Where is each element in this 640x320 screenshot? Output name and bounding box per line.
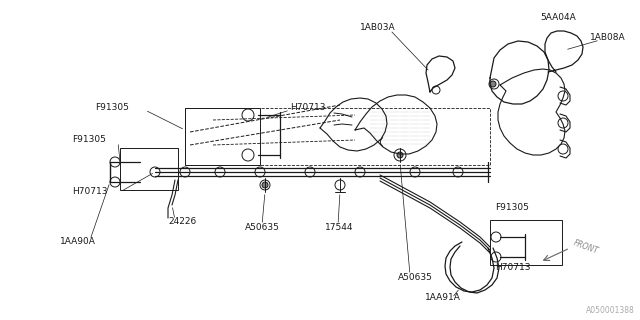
Circle shape xyxy=(489,79,499,89)
Text: 1AB03A: 1AB03A xyxy=(360,23,396,33)
Circle shape xyxy=(397,152,403,158)
Circle shape xyxy=(355,167,365,177)
Circle shape xyxy=(491,232,501,242)
Text: F91305: F91305 xyxy=(495,204,529,212)
Circle shape xyxy=(491,252,501,262)
Text: 17544: 17544 xyxy=(325,223,353,233)
Circle shape xyxy=(432,86,440,94)
Circle shape xyxy=(558,144,568,154)
Circle shape xyxy=(394,149,406,161)
Circle shape xyxy=(453,167,463,177)
Text: H70713: H70713 xyxy=(72,188,108,196)
Bar xyxy=(120,148,178,190)
Text: H70713: H70713 xyxy=(495,263,531,273)
Text: 5AA04A: 5AA04A xyxy=(540,13,576,22)
Circle shape xyxy=(490,81,496,87)
Circle shape xyxy=(242,109,254,121)
Text: A50635: A50635 xyxy=(245,223,280,233)
Text: 1AA91A: 1AA91A xyxy=(425,293,461,302)
Circle shape xyxy=(558,91,568,101)
Circle shape xyxy=(305,167,315,177)
Circle shape xyxy=(180,167,190,177)
Text: FRONT: FRONT xyxy=(572,238,600,256)
Circle shape xyxy=(242,149,254,161)
Bar xyxy=(185,108,260,165)
Text: H70713: H70713 xyxy=(290,103,326,113)
Circle shape xyxy=(410,167,420,177)
Text: 24226: 24226 xyxy=(168,218,196,227)
Text: A50635: A50635 xyxy=(398,274,433,283)
Circle shape xyxy=(255,167,265,177)
Text: A050001388: A050001388 xyxy=(586,306,635,315)
Circle shape xyxy=(110,177,120,187)
Text: F91305: F91305 xyxy=(95,103,129,113)
Bar xyxy=(490,220,562,265)
Circle shape xyxy=(110,157,120,167)
Circle shape xyxy=(215,167,225,177)
Circle shape xyxy=(335,180,345,190)
Circle shape xyxy=(260,180,270,190)
Circle shape xyxy=(558,118,568,128)
Circle shape xyxy=(150,167,160,177)
Circle shape xyxy=(262,182,268,188)
Text: 1AA90A: 1AA90A xyxy=(60,237,96,246)
Text: 1AB08A: 1AB08A xyxy=(590,34,626,43)
Text: F91305: F91305 xyxy=(72,135,106,145)
